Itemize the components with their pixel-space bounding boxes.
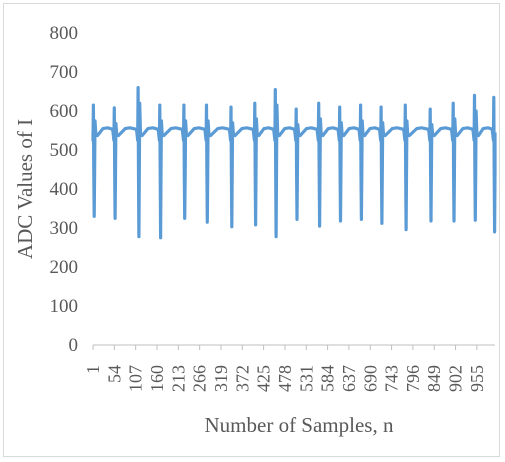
x-tick-label: 584 (318, 365, 338, 392)
x-tick-label: 107 (126, 365, 146, 392)
x-tick-label: 372 (232, 365, 252, 392)
y-tick-label: 200 (50, 257, 79, 278)
y-tick-label: 500 (50, 140, 79, 161)
x-tick-label: 213 (168, 365, 188, 392)
x-tick-label: 266 (190, 365, 210, 392)
y-tick-label: 600 (50, 101, 79, 122)
x-tick-label: 478 (275, 365, 295, 392)
y-tick-label: 100 (50, 296, 79, 317)
series-line (91, 86, 497, 240)
y-tick-labels: 0 100 200 300 400 500 600 700 800 (50, 23, 79, 356)
x-tick-label: 531 (296, 365, 316, 392)
x-tick-label: 690 (360, 365, 380, 392)
x-tick-labels: 1 54 107 160 213 266 319 372 425 478 531 584 637 690 7… (83, 365, 487, 392)
x-tick-label: 319 (211, 365, 231, 392)
x-axis-title: Number of Samples, n (205, 413, 394, 437)
x-tick-label: 54 (104, 365, 124, 383)
y-tick-label: 0 (69, 335, 79, 356)
x-tick-label: 1 (83, 365, 103, 374)
x-tick-label: 849 (424, 365, 444, 392)
y-tick-label: 400 (50, 179, 79, 200)
chart-frame (3, 3, 500, 457)
y-tick-label: 800 (50, 23, 79, 44)
x-tick-label: 160 (147, 365, 167, 392)
x-tick-label: 955 (467, 365, 487, 392)
x-tick-label: 637 (339, 365, 359, 392)
x-tick-label: 796 (403, 365, 423, 392)
y-tick-label: 300 (50, 218, 79, 239)
x-tick-label: 425 (254, 365, 274, 392)
y-tick-label: 700 (50, 62, 79, 83)
x-tick-label: 743 (382, 365, 402, 392)
x-tick-marks (92, 345, 478, 350)
y-axis-title: ADC Values of I (13, 119, 37, 259)
x-tick-label: 902 (446, 365, 466, 392)
